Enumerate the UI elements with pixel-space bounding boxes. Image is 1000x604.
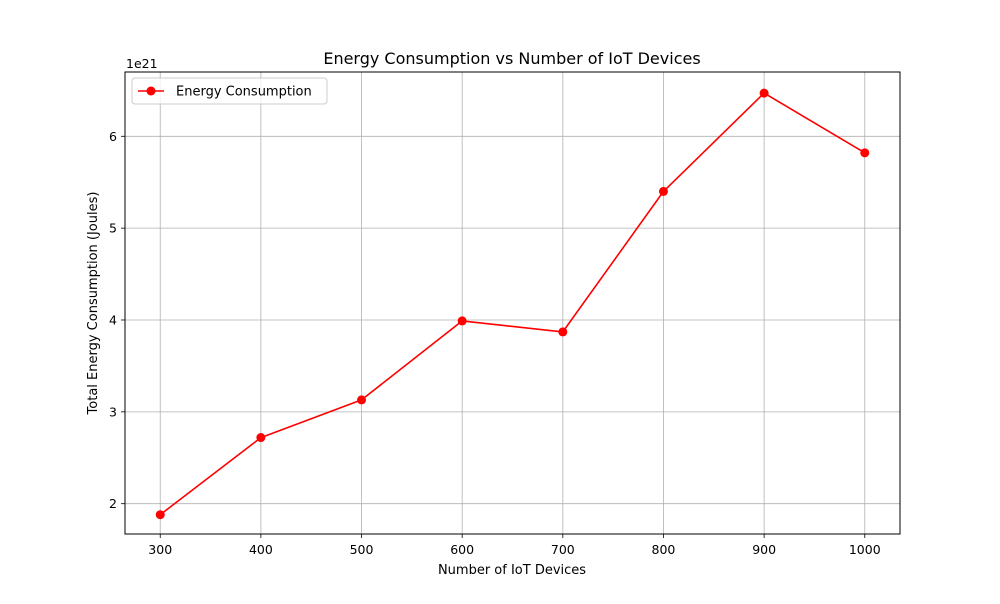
grid (125, 72, 900, 534)
y-tick-label: 5 (109, 221, 117, 236)
y-axis-offset-label: 1e21 (126, 56, 158, 71)
x-tick-label: 1000 (849, 542, 881, 557)
legend: Energy Consumption (131, 77, 328, 105)
data-point (860, 148, 870, 158)
x-tick-label: 300 (148, 542, 172, 557)
data-point (357, 395, 367, 405)
data-point (155, 510, 165, 520)
x-tick-label: 400 (249, 542, 273, 557)
y-tick-label: 3 (109, 404, 117, 419)
series-line (159, 92, 866, 516)
data-point (256, 433, 266, 443)
plot-area (124, 71, 901, 535)
data-point (658, 186, 668, 196)
y-axis-label: Total Energy Consumption (Joules) (86, 192, 101, 416)
y-tick-label: 4 (109, 312, 117, 327)
data-point (759, 88, 769, 98)
y-tick-label: 6 (109, 129, 117, 144)
legend-box (131, 77, 328, 105)
x-tick-label: 500 (350, 542, 374, 557)
x-tick-label: 900 (752, 542, 776, 557)
series-layer (155, 88, 870, 520)
data-point (558, 327, 568, 337)
chart-title: Energy Consumption vs Number of IoT Devi… (323, 49, 700, 68)
y-tick-label: 2 (109, 496, 117, 511)
x-tick-label: 700 (551, 542, 575, 557)
legend-marker-swatch (146, 86, 156, 96)
x-tick-label: 600 (450, 542, 474, 557)
x-axis-label: Number of IoT Devices (438, 563, 586, 578)
data-point (457, 316, 467, 326)
axis-ticks: 300 400 500 600 700 800 900 1000 2 3 4 5 6 (109, 129, 881, 557)
legend-label: Energy Consumption (176, 85, 312, 100)
x-tick-label: 800 (652, 542, 676, 557)
